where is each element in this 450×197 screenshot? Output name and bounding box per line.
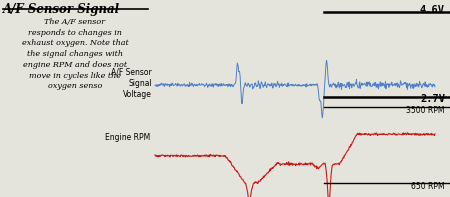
- Text: Engine RPM: Engine RPM: [105, 133, 150, 141]
- Text: A/F Sensor Signal: A/F Sensor Signal: [3, 3, 120, 16]
- Text: 4.6V: 4.6V: [420, 5, 445, 15]
- Text: A/F Sensor
Signal
Voltage: A/F Sensor Signal Voltage: [111, 67, 152, 99]
- Text: 650 RPM: 650 RPM: [411, 182, 445, 191]
- Text: 3500 RPM: 3500 RPM: [406, 106, 445, 115]
- Text: 2.7V: 2.7V: [420, 94, 445, 104]
- Text: The A/F sensor
responds to changes in
exhaust oxygen. Note that
the signal chang: The A/F sensor responds to changes in ex…: [22, 18, 128, 90]
